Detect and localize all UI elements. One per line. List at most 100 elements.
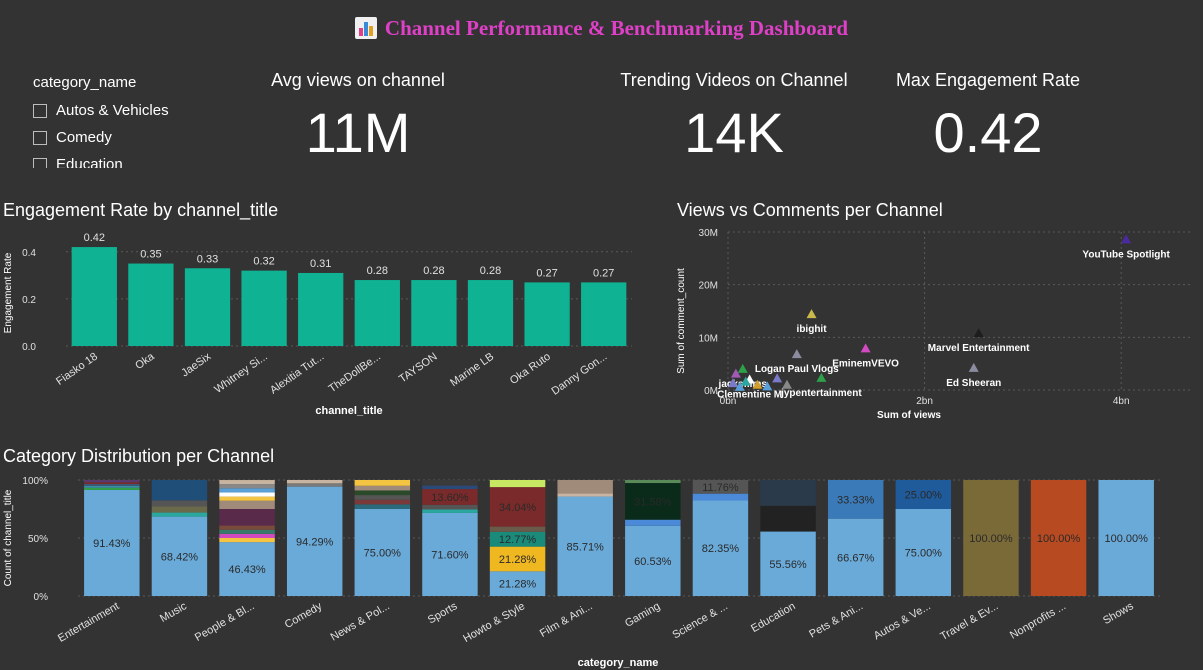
segment-label: 100.00% (969, 533, 1013, 545)
stack-segment (219, 542, 275, 596)
scatter-point (772, 373, 783, 383)
scatter-point (816, 372, 827, 382)
y-axis-title: Sum of comment_count (676, 268, 687, 374)
x-tick-label: 0bn (720, 396, 737, 407)
segment-label: 21.28% (499, 554, 537, 566)
stack-segment (692, 493, 749, 501)
stack-segment (219, 529, 275, 534)
scatter-point (806, 309, 817, 319)
y-tick-label: 20M (699, 281, 718, 292)
segment-label: 12.77% (499, 534, 537, 546)
y-tick-label: 30M (699, 228, 718, 239)
x-tick-label: Education (749, 600, 797, 635)
y-tick-label: 10M (699, 333, 718, 344)
kpi-avg-views: Avg views on channel 11M (268, 70, 448, 161)
x-tick-label: TAYSON (397, 351, 440, 386)
checkbox[interactable] (33, 130, 47, 145)
kpi-trending-videos: Trending Videos on Channel 14K (574, 70, 894, 161)
scatter-chart-title: Views vs Comments per Channel (677, 200, 943, 220)
scatter-point (762, 381, 773, 391)
data-label: 0.28 (480, 265, 501, 277)
stack-segment (354, 495, 411, 500)
scatter-point (781, 379, 792, 389)
x-tick-label: Pets & Ani... (807, 600, 865, 640)
category-slicer[interactable]: category_name Autos & Vehicles Comedy Ed… (33, 74, 243, 168)
stack-segment (84, 485, 140, 488)
scatter-point (860, 343, 871, 353)
point-label: YouTube Spotlight (1082, 249, 1170, 260)
stack-segment (84, 480, 140, 483)
y-tick-label: 0.2 (22, 295, 36, 306)
engagement-bar (298, 272, 344, 346)
scatter-point (791, 349, 802, 359)
stack-segment (489, 526, 546, 532)
x-axis-title: channel_title (315, 405, 382, 417)
stack-segment (151, 506, 208, 513)
y-tick-label: 100% (22, 476, 48, 487)
stack-segment (422, 509, 478, 513)
stack-segment (422, 504, 478, 510)
stack-segment (895, 509, 952, 596)
slicer-item-education[interactable]: Education (33, 151, 243, 168)
x-tick-label: Comedy (283, 600, 325, 631)
stack-segment (422, 512, 478, 596)
point-label: ibighit (797, 324, 828, 335)
dashboard-title-bar: Channel Performance & Benchmarking Dashb… (0, 10, 1203, 46)
stack-segment (692, 500, 749, 596)
stack-segment (354, 504, 411, 509)
engagement-bar (354, 280, 400, 346)
x-tick-label: Howto & Style (461, 600, 527, 645)
stack-segment (625, 525, 681, 596)
segment-label: 60.53% (634, 556, 672, 568)
segment-label: 91.43% (93, 538, 131, 550)
stack-segment (286, 480, 343, 484)
scatter-point (752, 379, 763, 389)
point-label: jypentertainment (780, 388, 862, 399)
stack-segment (84, 487, 140, 490)
checkbox[interactable] (33, 157, 47, 168)
segment-label: 100.00% (1037, 533, 1081, 545)
y-tick-label: 0.4 (22, 248, 36, 259)
scatter-point (973, 328, 984, 338)
stack-segment (151, 480, 208, 501)
x-tick-label: Film & Ani... (538, 600, 595, 640)
stack-segment (489, 487, 546, 527)
kpi-max-engagement: Max Engagement Rate 0.42 (888, 70, 1088, 161)
data-label: 0.27 (536, 267, 557, 279)
data-label: 0.33 (197, 253, 218, 265)
scatter-point (1121, 234, 1132, 244)
x-tick-label: TheDollBe... (327, 351, 383, 396)
scatter-point (734, 381, 745, 391)
x-tick-label: Oka Ruto (508, 351, 553, 387)
x-axis-title: Sum of views (877, 410, 941, 421)
data-label: 0.31 (310, 258, 331, 270)
stack-segment (84, 489, 140, 596)
stack-segment (422, 480, 478, 486)
slicer-item-autos[interactable]: Autos & Vehicles (33, 97, 243, 124)
slicer-item-label: Education (56, 156, 123, 168)
slicer-item-comedy[interactable]: Comedy (33, 124, 243, 151)
engagement-bar (581, 282, 627, 346)
stack-segment (219, 538, 275, 543)
x-tick-label: Sports (426, 600, 460, 627)
point-label: EminemVEVO (832, 358, 899, 369)
engagement-bar (184, 268, 231, 346)
point-label: Marvel Entertainment (928, 343, 1030, 354)
segment-label: 75.00% (905, 548, 943, 560)
stack-segment (354, 485, 411, 491)
stack-segment (557, 480, 613, 494)
x-tick-label: Nonprofits ... (1008, 600, 1068, 642)
y-tick-label: 0M (704, 386, 718, 397)
engagement-bar (128, 263, 174, 346)
x-tick-label: News & Pol... (329, 600, 392, 643)
x-tick-label: Travel & Ev... (938, 600, 1000, 643)
segment-label: 34.04% (499, 502, 537, 514)
stack-segment (963, 480, 1019, 596)
checkbox[interactable] (33, 103, 47, 118)
stack-segment (760, 531, 816, 596)
x-tick-label: Danny Gon... (549, 351, 609, 398)
segment-label: 66.67% (837, 552, 875, 564)
x-tick-label: Whitney Si... (212, 351, 269, 396)
stack-segment (354, 499, 411, 505)
segment-label: 94.29% (296, 536, 334, 548)
